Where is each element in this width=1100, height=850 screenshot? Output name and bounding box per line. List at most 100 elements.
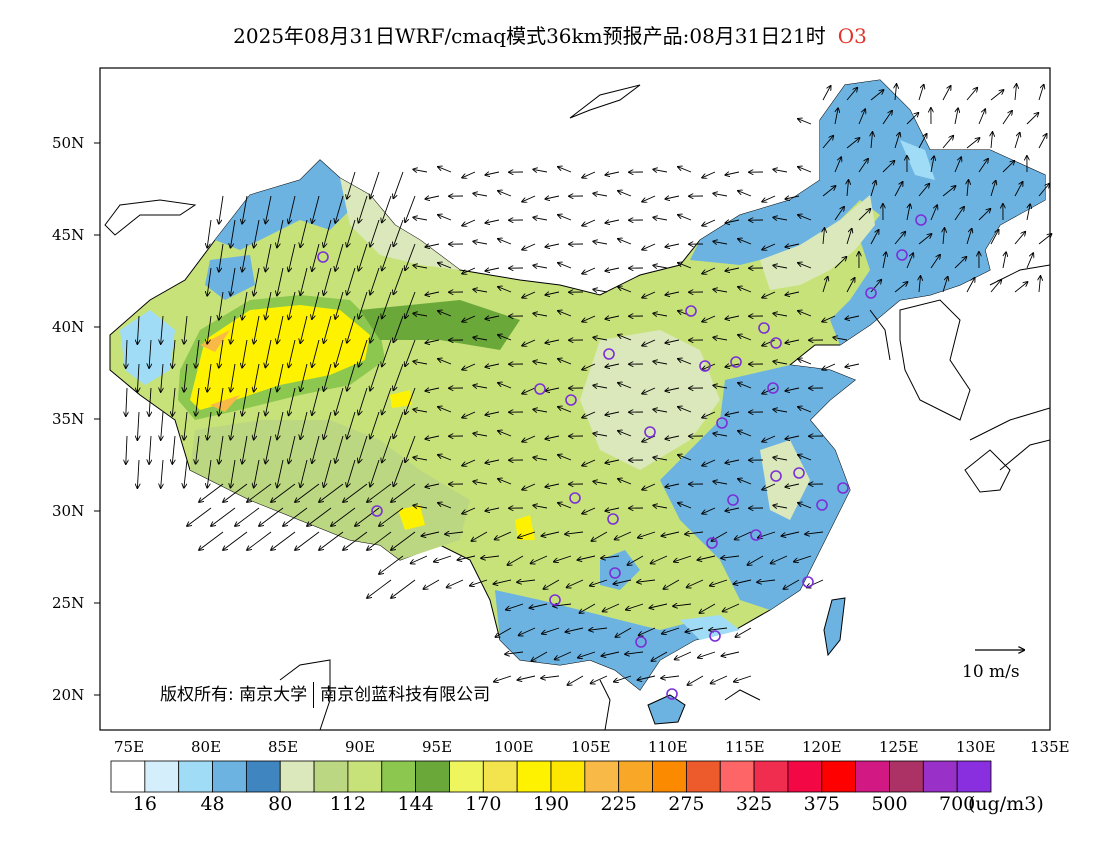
wind-arrow: [438, 263, 452, 269]
wind-arrow: [518, 531, 536, 538]
wind-arrow: [207, 363, 212, 392]
wind-arrow: [324, 219, 332, 247]
wind-arrow: [738, 287, 752, 293]
wind-arrow: [558, 215, 572, 221]
wind-arrow: [713, 289, 728, 292]
wind-arrow: [498, 335, 512, 341]
wind-arrow: [485, 268, 500, 271]
wind-arrow: [678, 503, 692, 509]
wind-arrow: [653, 217, 668, 220]
ozone-forecast-map: 50N 45N 40N 35N 30N 25N 20N 75E 80E 85E …: [52, 67, 1070, 756]
wind-arrow: [485, 172, 500, 175]
wind-arrow: [638, 675, 656, 680]
colorbar-cell: [482, 760, 518, 793]
wind-arrow: [785, 388, 800, 391]
wind-arrow: [438, 167, 452, 173]
lat-label-20n: 20N: [52, 686, 84, 704]
wind-arrow: [405, 435, 416, 462]
wind-arrow: [618, 431, 632, 437]
wind-arrow: [870, 181, 876, 197]
wind-arrow: [438, 455, 452, 461]
wind-arrow: [553, 604, 572, 606]
colorbar-cell: [279, 760, 315, 793]
wind-arrow: [639, 627, 656, 635]
wind-arrow: [413, 313, 428, 316]
wind-arrow: [184, 315, 188, 344]
wind-arrow: [485, 508, 500, 511]
wind-arrow: [702, 507, 716, 514]
wind-arrow: [978, 159, 988, 173]
colorbar-tick-label: 144: [397, 793, 434, 815]
wind-arrow: [335, 387, 344, 415]
wind-arrow: [265, 291, 272, 319]
colorbar-cell: [449, 760, 484, 793]
wind-arrow: [582, 219, 596, 226]
wind-arrow: [355, 507, 380, 526]
colorbar-tick-label: 500: [871, 793, 908, 815]
wind-arrow: [324, 459, 332, 487]
wind-arrow: [625, 652, 644, 654]
wind-arrow: [254, 411, 260, 440]
wind-arrow: [307, 507, 332, 526]
wind-arrow: [370, 411, 380, 439]
wind-arrow: [161, 363, 163, 392]
wind-arrow: [678, 167, 692, 173]
wind-arrow: [295, 531, 320, 550]
wind-arrow: [1002, 111, 1012, 125]
wind-arrow: [1002, 161, 1014, 173]
station-circle: [770, 337, 782, 349]
wind-arrow: [207, 315, 212, 344]
wind-arrow: [335, 243, 344, 271]
wind-arrow: [391, 531, 416, 550]
wind-arrow: [462, 219, 476, 226]
wind-arrow: [271, 531, 296, 550]
wind-arrow: [438, 311, 452, 317]
wind-arrow: [834, 157, 841, 173]
wind-arrow: [665, 340, 680, 343]
wind-arrow: [289, 435, 296, 463]
wind-arrow: [702, 219, 716, 226]
lon-label-75e: 75E: [114, 738, 144, 756]
wind-arrow: [382, 291, 392, 318]
wind-arrow: [231, 219, 236, 248]
wind-arrow: [137, 411, 139, 440]
wind-arrow: [713, 481, 728, 484]
wind-arrow: [589, 628, 608, 630]
wind-arrow: [367, 483, 392, 502]
wind-arrow: [738, 479, 752, 485]
wind-arrow: [473, 385, 488, 388]
wind-arrow: [277, 411, 284, 439]
wind-arrow: [834, 257, 846, 269]
lon-label-120e: 120E: [802, 738, 842, 756]
wind-arrow: [555, 651, 572, 659]
wind-arrow: [331, 507, 356, 526]
wind-arrow: [687, 579, 704, 587]
wind-arrow: [871, 132, 873, 149]
wind-arrow: [522, 387, 536, 394]
colorbar-cell: [922, 760, 958, 793]
wind-arrow: [593, 385, 608, 388]
colorbar-cell: [381, 760, 417, 793]
wind-vectors: [126, 84, 1052, 685]
wind-arrow: [702, 315, 716, 322]
wind-arrow: [711, 675, 728, 683]
wind-arrow: [300, 315, 308, 343]
station-circle: [706, 537, 718, 549]
wind-arrow: [762, 195, 776, 202]
wind-arrow: [685, 532, 704, 534]
station-circle: [802, 576, 814, 588]
wind-arrow: [1014, 282, 1028, 293]
copyright-company: 南京创蓝科技有限公司: [320, 685, 491, 705]
wind-arrow: [713, 241, 728, 244]
wind-arrow: [382, 195, 392, 222]
wind-arrow: [942, 277, 948, 293]
wind-arrow: [422, 531, 440, 536]
wind-arrow: [393, 171, 404, 198]
wind-arrow: [247, 531, 272, 550]
wind-arrow: [675, 651, 692, 659]
station-circle: [666, 688, 678, 700]
wind-arrow: [773, 217, 788, 220]
wind-arrow: [545, 292, 560, 295]
wind-arrow: [137, 315, 139, 344]
wind-arrow: [565, 532, 584, 534]
